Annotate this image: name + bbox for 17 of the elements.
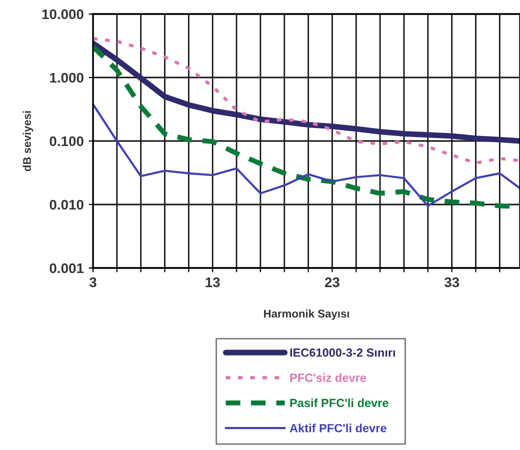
y-tick-label: 1.000 bbox=[50, 72, 84, 83]
x-tick-label: 13 bbox=[206, 277, 220, 288]
text: Aktif PFC'li devre bbox=[290, 424, 386, 432]
line-series bbox=[93, 37, 520, 165]
x-tick-label: 23 bbox=[324, 277, 340, 288]
x-tick-label: 33 bbox=[444, 277, 460, 288]
text: IEC61000-3-2 Sınırı bbox=[290, 348, 395, 357]
x-axis-title: Harmonik Sayısı bbox=[264, 309, 349, 320]
text: PFC'siz devre bbox=[290, 373, 366, 382]
y-tick-label: 0.001 bbox=[50, 263, 84, 274]
line-series bbox=[93, 103, 520, 207]
x-tick-label: 3 bbox=[89, 277, 96, 288]
y-tick-label: 0.100 bbox=[50, 136, 84, 146]
y-axis-title: dB seviyesi bbox=[22, 111, 34, 172]
y-tick-label: 10.000 bbox=[42, 9, 84, 20]
y-tick-label: 0.010 bbox=[50, 200, 84, 210]
text: Pasif PFC'li devre bbox=[290, 398, 388, 408]
